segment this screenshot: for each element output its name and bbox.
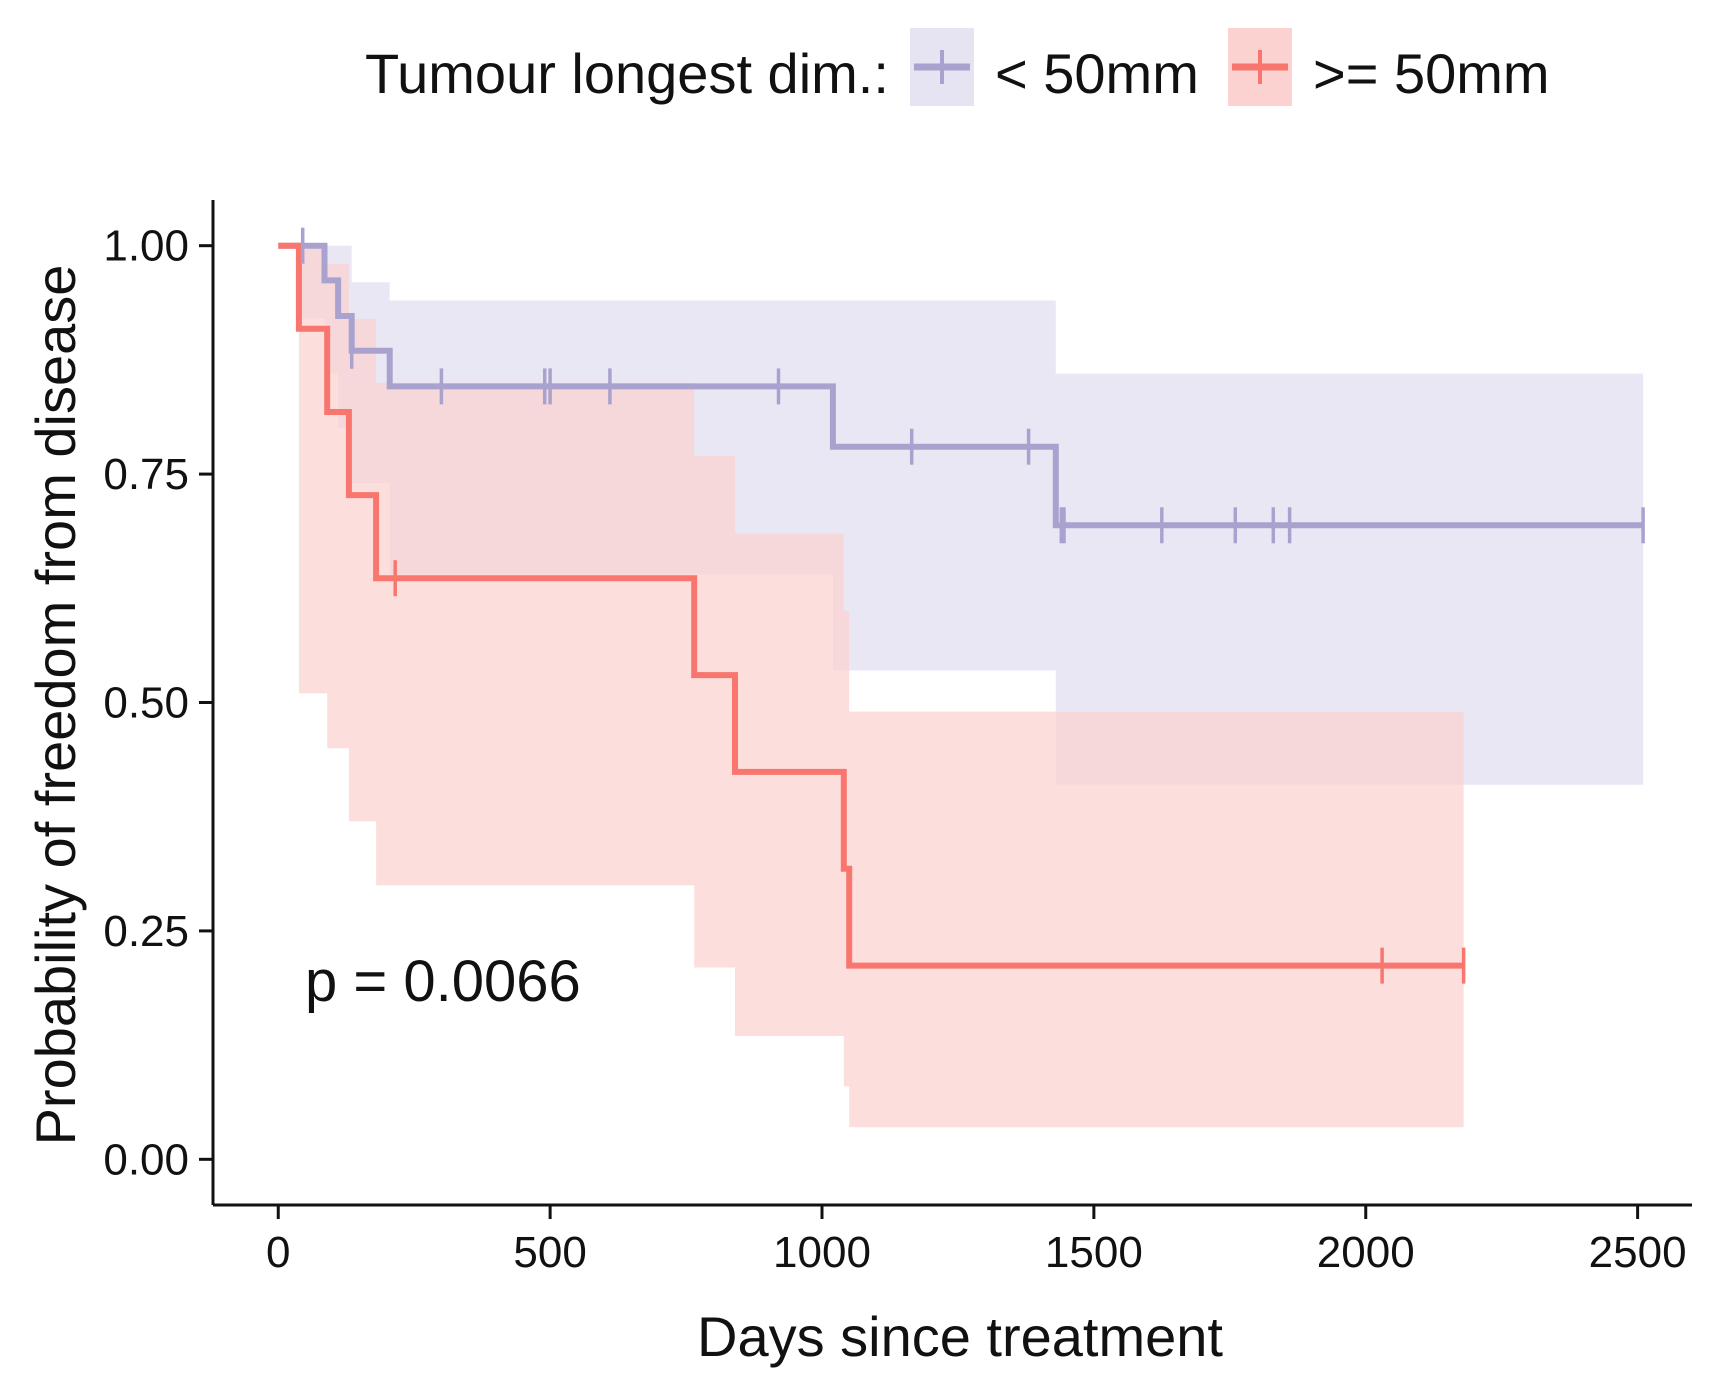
legend-title: Tumour longest dim.: (365, 42, 889, 105)
y-axis-title: Probability of freedom from disease (24, 265, 87, 1146)
y-tick-label-2: 0.50 (103, 679, 189, 728)
axes: 0 500 1000 1500 2000 2500 0.00 0.25 0.50 0.75 1.0… (103, 200, 1692, 1277)
x-tick-label-1000: 1000 (773, 1228, 871, 1277)
y-ticks: 0.00 0.25 0.50 0.75 1.00 (103, 222, 213, 1184)
x-tick-label-2000: 2000 (1317, 1228, 1415, 1277)
y-tick-label-4: 1.00 (103, 222, 189, 271)
y-tick-label-3: 0.75 (103, 450, 189, 499)
x-tick-label-1500: 1500 (1045, 1228, 1143, 1277)
x-axis-title: Days since treatment (697, 1305, 1223, 1368)
x-ticks: 0 500 1000 1500 2000 2500 (266, 1205, 1687, 1277)
plot-area (278, 227, 1645, 1128)
censor-marks (300, 227, 1645, 984)
x-tick-label-2500: 2500 (1589, 1228, 1687, 1277)
confidence-bands (278, 245, 1644, 1128)
x-tick-label-0: 0 (266, 1228, 290, 1277)
y-tick-label-0: 0.00 (103, 1135, 189, 1184)
legend-label-2: >= 50mm (1313, 42, 1550, 105)
x-tick-label-500: 500 (513, 1228, 586, 1277)
legend: Tumour longest dim.: < 50mm >= 50mm (365, 28, 1550, 106)
confidence-band-2 (278, 245, 1464, 1128)
legend-label-1: < 50mm (995, 42, 1199, 105)
survival-curve-2 (278, 242, 1464, 969)
annotation-pvalue: p = 0.0066 (305, 949, 581, 1014)
confidence-band-1 (278, 245, 1644, 785)
y-tick-label-1: 0.25 (103, 907, 189, 956)
